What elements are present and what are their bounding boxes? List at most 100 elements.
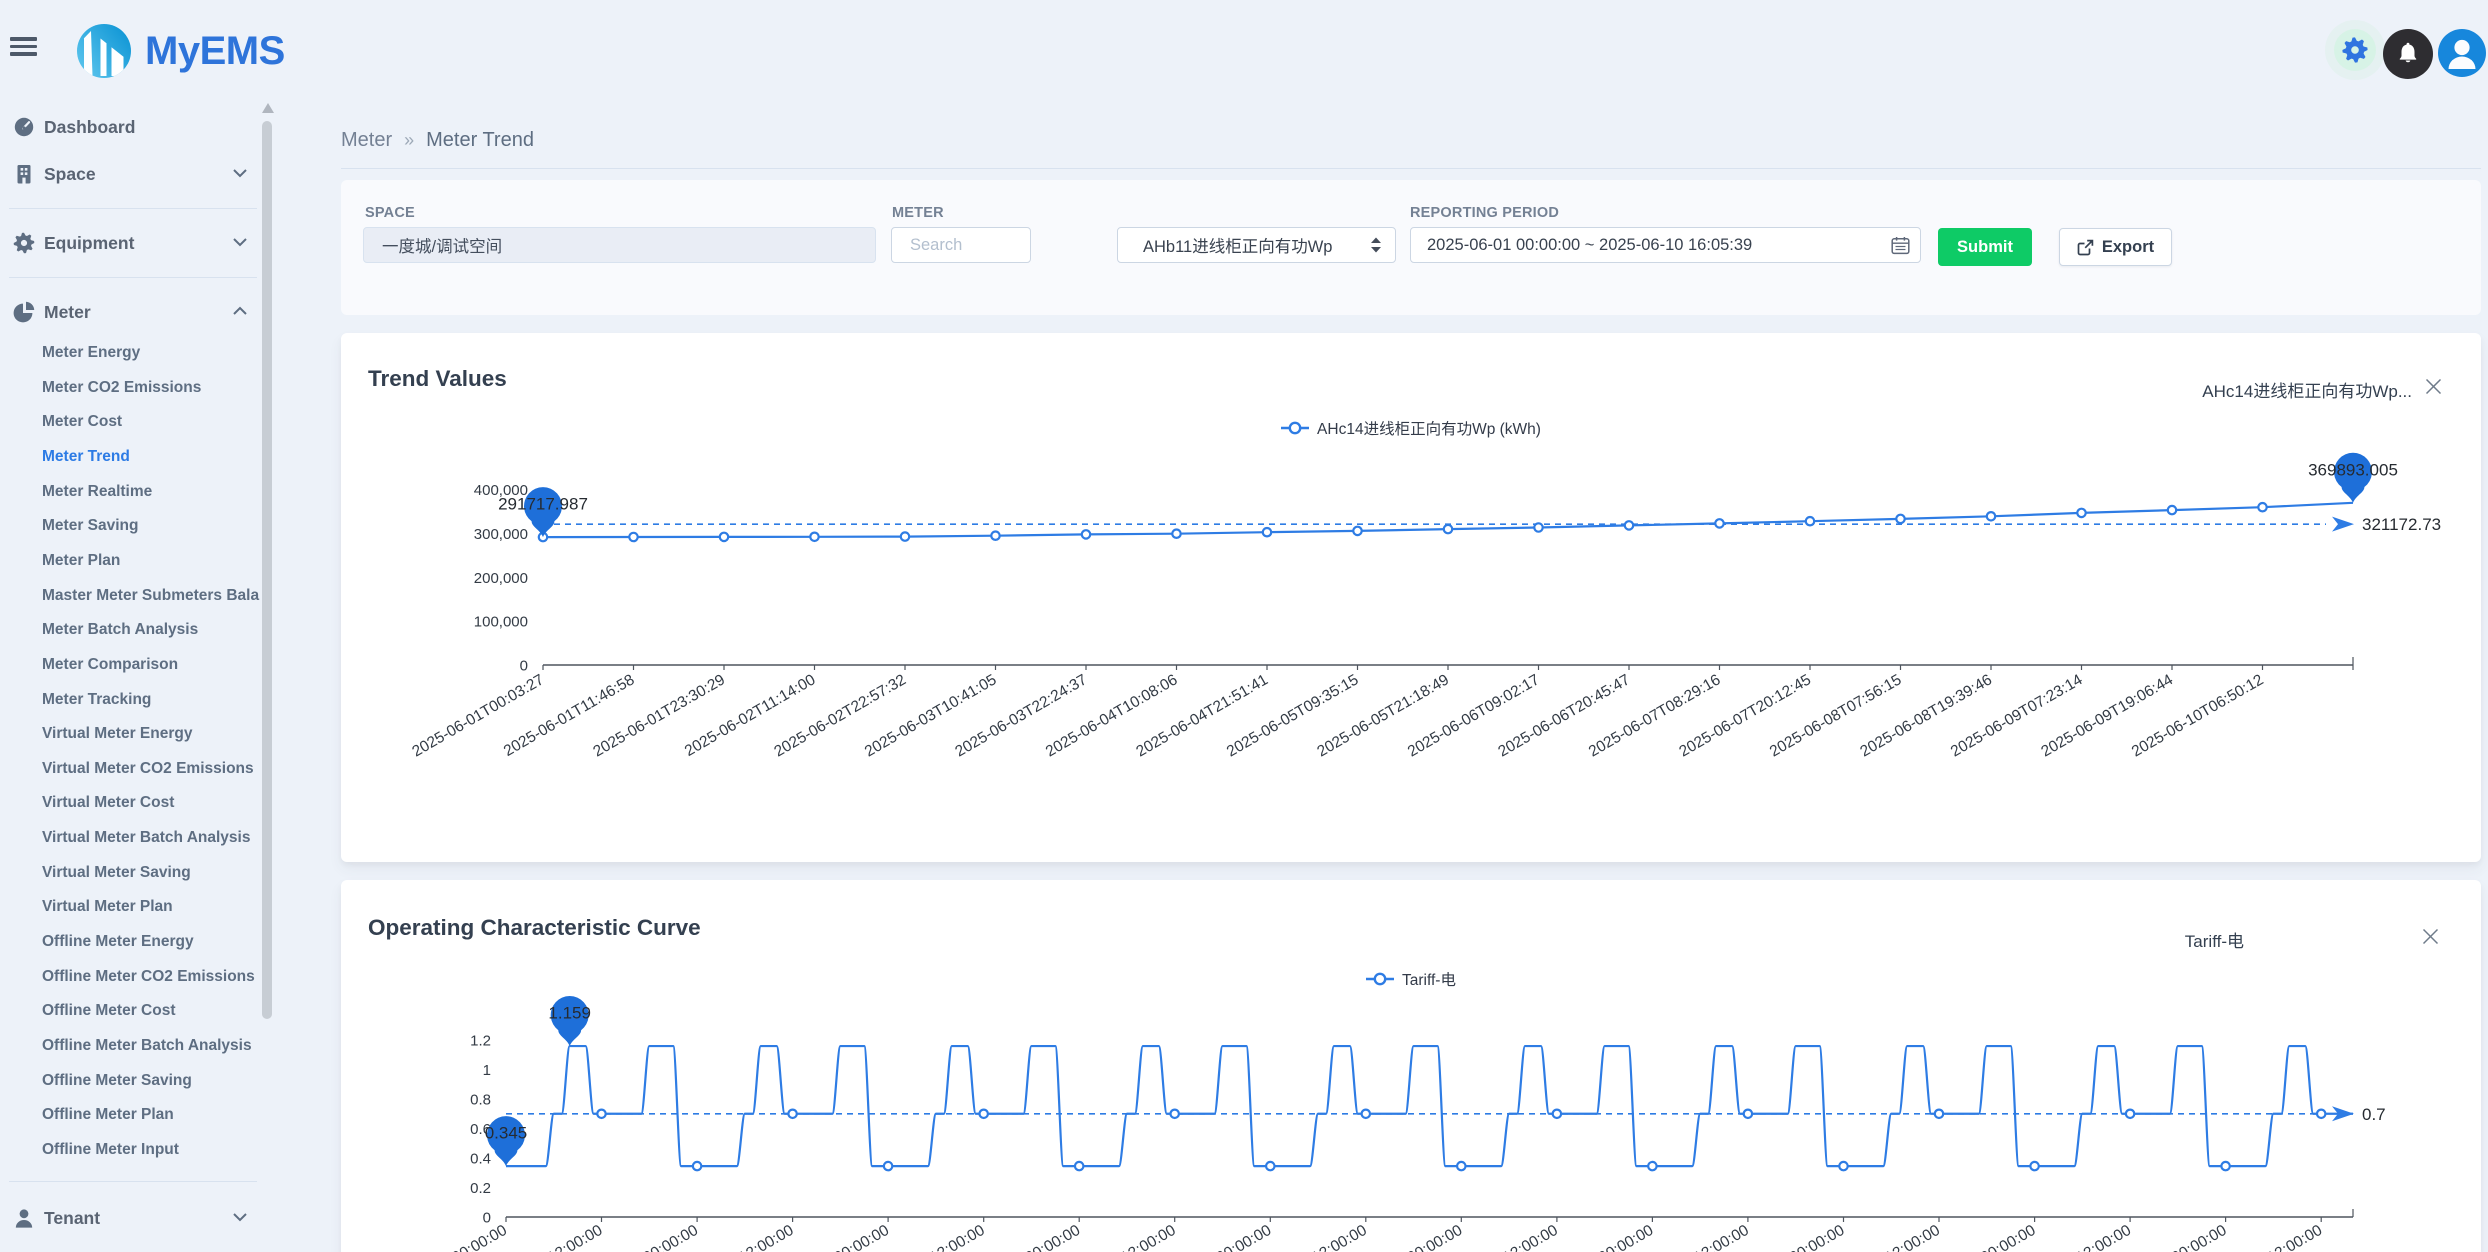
- sidebar-subitem[interactable]: Virtual Meter Energy: [42, 725, 193, 743]
- search-placeholder: Search: [910, 235, 963, 254]
- gear-icon: [12, 232, 36, 254]
- tariff-series-line[interactable]: [506, 1044, 2353, 1168]
- sidebar-subitem[interactable]: Offline Meter Cost: [42, 1002, 176, 1020]
- sidebar-item-label: Tenant: [44, 1207, 101, 1228]
- sidebar-item-label: Equipment: [44, 232, 135, 253]
- svg-text:0.2: 0.2: [470, 1180, 491, 1197]
- sidebar-nav: Dashboard Space Equipment Meter Meter Energy…: [0, 100, 260, 1252]
- space-value: 一度城/调试空间: [382, 238, 503, 256]
- breadcrumb-meter[interactable]: Meter: [341, 129, 393, 151]
- breadcrumb-meter-trend: Meter Trend: [426, 129, 534, 151]
- meter-search-input[interactable]: Search: [891, 227, 1031, 263]
- svg-text:200,000: 200,000: [474, 570, 528, 587]
- sidebar-subitem[interactable]: Meter Trend: [42, 447, 130, 465]
- legend-line-marker-icon: [1366, 972, 1394, 986]
- sidebar-subitem[interactable]: Offline Meter Batch Analysis: [42, 1037, 252, 1054]
- reporting-period-input[interactable]: 2025-06-01 00:00:00 ~ 2025-06-10 16:05:3…: [1410, 227, 1921, 263]
- mark-pin-icon: [550, 996, 589, 1046]
- average-line-label: 321172.73: [2362, 515, 2441, 534]
- svg-text:0: 0: [483, 1210, 491, 1227]
- svg-text:0.345: 0.345: [485, 1124, 528, 1143]
- user-avatar-icon[interactable]: [2438, 29, 2486, 77]
- sidebar-subitem[interactable]: Offline Meter Plan: [42, 1106, 174, 1124]
- svg-text:1.159: 1.159: [548, 1004, 591, 1023]
- reporting-period-label: REPORTING PERIOD: [1410, 205, 1560, 221]
- sidebar-subitem[interactable]: Meter Plan: [42, 551, 121, 569]
- meter-select-value: AHb11进线柜正向有功Wp: [1143, 238, 1333, 256]
- sidebar-item-space[interactable]: Space: [0, 157, 258, 191]
- close-icon[interactable]: [2425, 378, 2442, 395]
- export-button[interactable]: Export: [2059, 228, 2172, 266]
- sidebar-item-label: Meter: [44, 301, 91, 322]
- sidebar-item-equipment[interactable]: Equipment: [0, 226, 258, 260]
- sidebar-subitem[interactable]: Virtual Meter Saving: [42, 863, 191, 881]
- chevron-down-icon: [232, 234, 248, 252]
- average-line-label: 0.7: [2362, 1105, 2386, 1124]
- sidebar-item-meter[interactable]: Meter: [0, 295, 258, 329]
- reporting-period-value: 2025-06-01 00:00:00 ~ 2025-06-10 16:05:3…: [1427, 235, 1753, 254]
- sidebar-subitem[interactable]: Meter Energy: [42, 344, 141, 361]
- chevron-up-icon: [232, 303, 248, 321]
- sidebar-subitem[interactable]: Virtual Meter Cost: [42, 794, 175, 812]
- svg-text:400,000: 400,000: [474, 482, 528, 499]
- tariff-chart-tab[interactable]: Tariff-电: [2184, 932, 2244, 951]
- gauge-icon: [12, 116, 36, 138]
- svg-text:0.8: 0.8: [470, 1092, 491, 1109]
- settings-button[interactable]: [2334, 29, 2376, 71]
- meter-select[interactable]: AHb11进线柜正向有功Wp: [1117, 227, 1396, 263]
- chevron-down-icon: [232, 165, 248, 183]
- sidebar-subitem[interactable]: Virtual Meter Batch Analysis: [42, 829, 251, 847]
- sidebar-subitem[interactable]: Meter Saving: [42, 517, 139, 535]
- space-label: SPACE: [365, 205, 415, 221]
- sidebar-scrollbar-thumb[interactable]: [262, 121, 272, 1019]
- sidebar-subitem[interactable]: Offline Meter CO2 Emissions: [42, 967, 255, 985]
- mark-pin-icon: [2334, 452, 2372, 503]
- sidebar-item-label: Space: [44, 163, 96, 184]
- svg-text:291717.987: 291717.987: [498, 495, 588, 514]
- sidebar-divider: [9, 208, 257, 209]
- sidebar-subitem[interactable]: Offline Meter Energy: [42, 933, 194, 950]
- calendar-icon: [1891, 236, 1910, 254]
- sidebar-subitem[interactable]: Virtual Meter Plan: [42, 898, 173, 916]
- trend-legend-label: AHc14进线柜正向有功Wp (kWh): [1317, 421, 1541, 438]
- space-cascader-input[interactable]: 一度城/调试空间: [363, 227, 876, 263]
- myems-logo[interactable]: MyEMS: [75, 22, 285, 80]
- sidebar-item-dashboard[interactable]: Dashboard: [0, 110, 258, 144]
- tariff-legend-label: Tariff-电: [1402, 972, 1456, 989]
- sidebar-item-label: Dashboard: [44, 116, 136, 137]
- menu-toggle-button[interactable]: [10, 37, 37, 63]
- sidebar-divider: [9, 1181, 257, 1182]
- close-icon[interactable]: [2422, 928, 2439, 945]
- sidebar-scroll-up-arrow[interactable]: [262, 103, 274, 113]
- sidebar-subitem[interactable]: Meter Batch Analysis: [42, 621, 199, 639]
- sidebar-subitem[interactable]: Master Meter Submeters Balance: [42, 586, 260, 604]
- svg-text:1: 1: [483, 1062, 491, 1079]
- sidebar-subitem[interactable]: Offline Meter Input: [42, 1140, 179, 1158]
- svg-text:300,000: 300,000: [474, 526, 528, 543]
- sidebar-subitem[interactable]: Virtual Meter CO2 Emissions: [42, 759, 254, 777]
- sidebar-subitem[interactable]: Meter CO2 Emissions: [42, 378, 202, 396]
- user-icon: [12, 1207, 36, 1229]
- operating-characteristic-card: Operating Characteristic Curve Tariff-电 …: [341, 880, 2481, 1252]
- sidebar-subitem[interactable]: Meter Tracking: [42, 690, 152, 708]
- breadcrumb: Meter » Meter Trend: [341, 129, 534, 152]
- sidebar-item-tenant[interactable]: Tenant: [0, 1201, 258, 1235]
- export-label: Export: [2101, 237, 2155, 256]
- tariff-legend[interactable]: Tariff-电: [341, 968, 2481, 990]
- trend-legend[interactable]: AHc14进线柜正向有功Wp (kWh): [341, 417, 2481, 439]
- sidebar-divider: [9, 277, 257, 278]
- svg-text:0.4: 0.4: [470, 1151, 491, 1168]
- sidebar-subitem[interactable]: Offline Meter Saving: [42, 1071, 192, 1089]
- notifications-button[interactable]: [2383, 29, 2433, 79]
- brand-name: MyEMS: [145, 28, 285, 73]
- trend-chart-tab[interactable]: AHc14进线柜正向有功Wp...: [2202, 382, 2412, 401]
- sidebar-subitem[interactable]: Meter Realtime: [42, 482, 153, 500]
- svg-text:0.6: 0.6: [470, 1121, 491, 1138]
- meter-label: METER: [892, 205, 944, 221]
- sidebar-subitem[interactable]: Meter Cost: [42, 413, 123, 431]
- pie-chart-icon: [12, 301, 36, 323]
- sidebar-subitem[interactable]: Meter Comparison: [42, 655, 179, 673]
- svg-text:0: 0: [520, 658, 528, 675]
- submit-button[interactable]: Submit: [1938, 228, 2032, 266]
